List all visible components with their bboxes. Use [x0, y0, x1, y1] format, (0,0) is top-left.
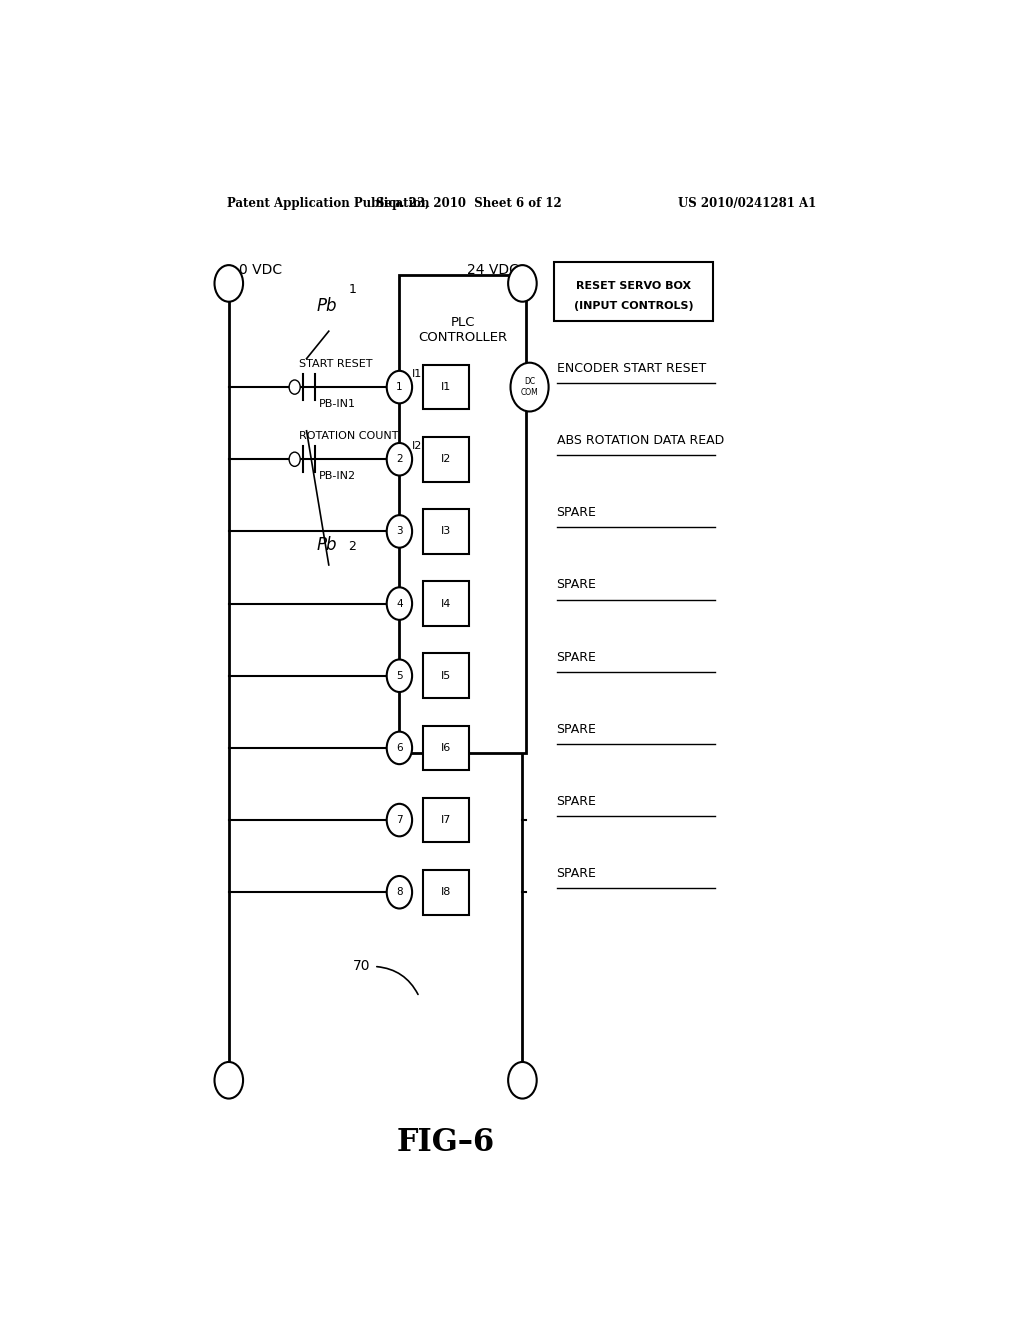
Circle shape: [508, 265, 537, 302]
Bar: [423, 797, 469, 842]
Text: I4: I4: [441, 598, 452, 609]
Text: 70: 70: [352, 960, 370, 973]
Circle shape: [387, 444, 412, 475]
Text: SPARE: SPARE: [557, 795, 596, 808]
Text: Sep. 23, 2010  Sheet 6 of 12: Sep. 23, 2010 Sheet 6 of 12: [377, 197, 562, 210]
Text: 1: 1: [396, 381, 402, 392]
Text: I1: I1: [441, 381, 452, 392]
Circle shape: [387, 804, 412, 837]
Bar: [423, 726, 469, 771]
Circle shape: [508, 1063, 537, 1098]
Text: (INPUT CONTROLS): (INPUT CONTROLS): [573, 301, 693, 310]
Text: SPARE: SPARE: [557, 723, 596, 735]
Bar: [423, 364, 469, 409]
Bar: [423, 437, 469, 482]
Text: 24 VDC: 24 VDC: [467, 263, 518, 277]
Text: Pb: Pb: [316, 297, 337, 314]
Text: I8: I8: [441, 887, 452, 898]
Circle shape: [387, 371, 412, 404]
Text: I7: I7: [441, 814, 452, 825]
Text: 8: 8: [396, 887, 402, 898]
Bar: [423, 510, 469, 554]
Text: 4: 4: [396, 598, 402, 609]
Text: I2: I2: [412, 441, 422, 451]
Circle shape: [387, 515, 412, 548]
Text: 1: 1: [348, 282, 356, 296]
Circle shape: [387, 731, 412, 764]
Text: I3: I3: [441, 527, 452, 536]
Text: SPARE: SPARE: [557, 651, 596, 664]
Bar: [399, 276, 526, 752]
Bar: [423, 581, 469, 626]
Text: PB-IN1: PB-IN1: [318, 399, 355, 409]
Text: 5: 5: [396, 671, 402, 681]
Text: 0 VDC: 0 VDC: [240, 263, 283, 277]
Circle shape: [214, 265, 243, 302]
Circle shape: [387, 876, 412, 908]
Circle shape: [387, 587, 412, 620]
Bar: [423, 653, 469, 698]
Text: 6: 6: [396, 743, 402, 752]
Text: ABS ROTATION DATA READ: ABS ROTATION DATA READ: [557, 434, 724, 447]
Text: ROTATION COUNT: ROTATION COUNT: [299, 430, 398, 441]
Circle shape: [289, 380, 300, 395]
Circle shape: [214, 1063, 243, 1098]
Text: SPARE: SPARE: [557, 507, 596, 519]
Text: I2: I2: [441, 454, 452, 465]
Text: FIG–6: FIG–6: [396, 1127, 495, 1158]
Text: PB-IN2: PB-IN2: [318, 471, 355, 482]
Text: I6: I6: [441, 743, 452, 752]
Text: I5: I5: [441, 671, 452, 681]
FancyArrowPatch shape: [377, 966, 418, 994]
Text: I1: I1: [412, 370, 422, 379]
Text: 7: 7: [396, 814, 402, 825]
Text: US 2010/0241281 A1: US 2010/0241281 A1: [678, 197, 816, 210]
Circle shape: [511, 363, 549, 412]
Text: START RESET: START RESET: [299, 359, 372, 368]
Text: PLC
CONTROLLER: PLC CONTROLLER: [419, 315, 508, 345]
Text: 2: 2: [348, 540, 356, 553]
Bar: [423, 870, 469, 915]
Text: Pb: Pb: [316, 536, 337, 553]
Circle shape: [289, 453, 300, 466]
Bar: [554, 263, 713, 321]
Text: DC
COM: DC COM: [520, 378, 539, 397]
Text: SPARE: SPARE: [557, 578, 596, 591]
Text: ENCODER START RESET: ENCODER START RESET: [557, 362, 706, 375]
Text: 2: 2: [396, 454, 402, 465]
Text: RESET SERVO BOX: RESET SERVO BOX: [575, 281, 691, 292]
Text: SPARE: SPARE: [557, 867, 596, 880]
Text: Patent Application Publication: Patent Application Publication: [227, 197, 430, 210]
Text: 3: 3: [396, 527, 402, 536]
Circle shape: [387, 660, 412, 692]
